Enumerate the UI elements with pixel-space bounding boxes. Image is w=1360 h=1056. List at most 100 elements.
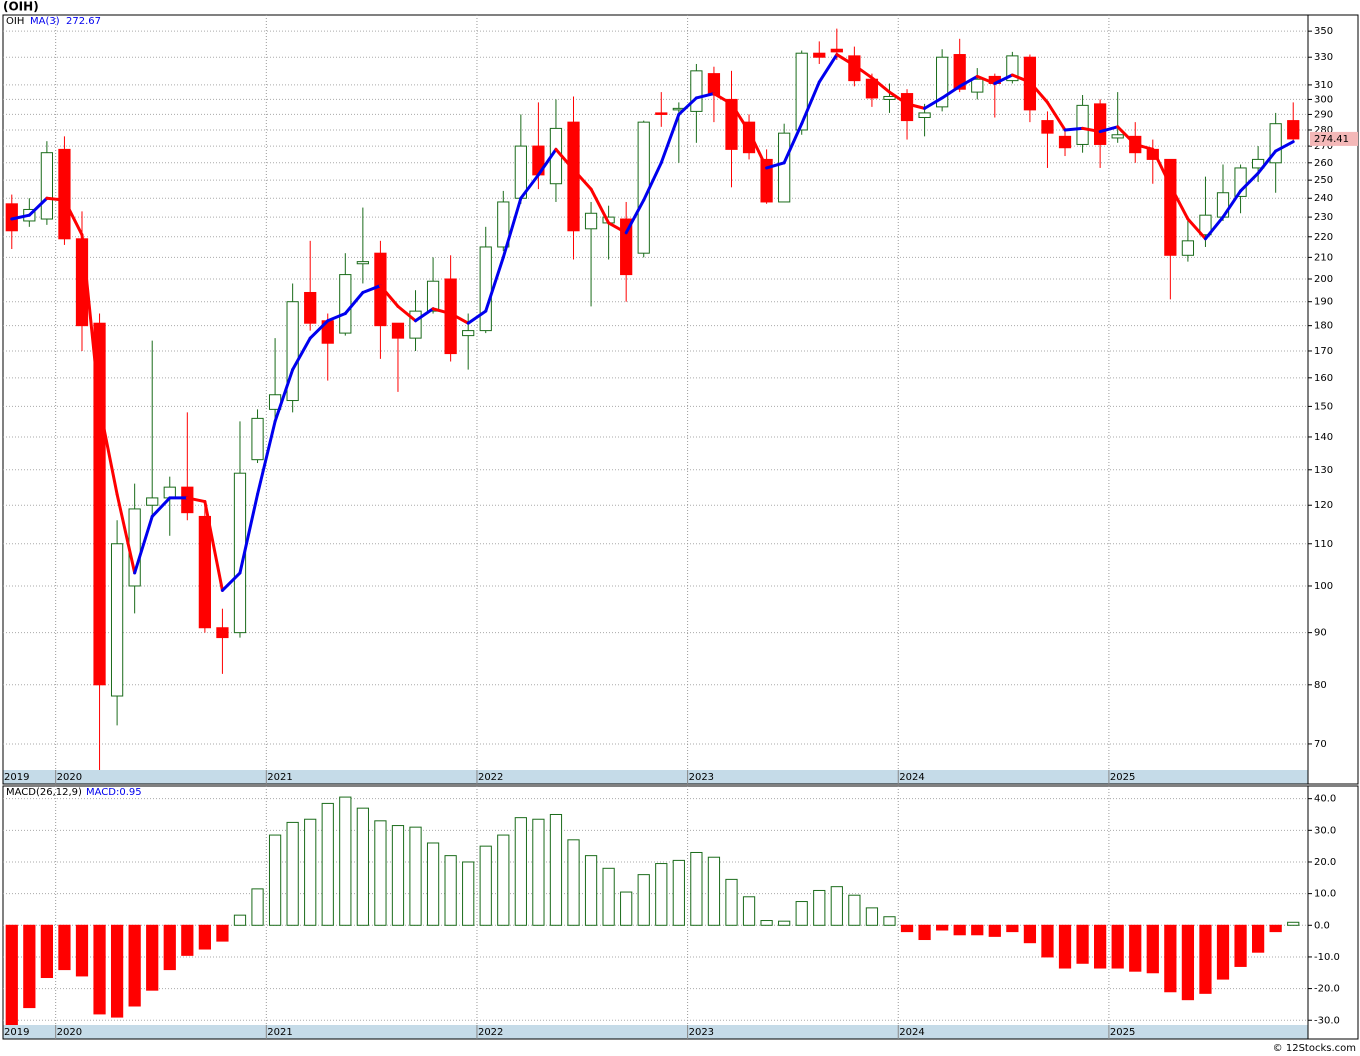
macd-bar [391,825,405,926]
candle-body [128,508,141,587]
candle-body [778,132,791,203]
ma-segment [273,368,295,423]
price-panel [2,14,1359,785]
y-tick-label: 240 [1314,193,1333,204]
macd-bar [865,907,879,926]
y-tick-label: 70 [1314,739,1327,750]
candle-body [391,322,405,339]
candle-body [1076,104,1089,145]
y-tick-label: -20.0 [1314,984,1340,995]
macd-bar [374,820,387,926]
x-tick-label: 2020 [57,1027,82,1038]
ma-segment [256,419,277,496]
y-tick-label: 40.0 [1314,794,1336,805]
price-plot [3,15,1308,770]
macd-bar [58,924,71,971]
candle-body [1006,55,1019,82]
candle-body [1234,167,1247,197]
ma-segment [10,213,31,221]
ma-segment [1151,147,1172,188]
macd-bar [356,807,369,926]
ma-segment [940,84,962,100]
ma-segment [852,63,874,80]
ma-segment [396,304,418,323]
ma-segment [501,196,523,259]
ma-segment [1221,189,1243,219]
y-tick-label: 210 [1314,252,1333,263]
year-band [3,1025,1308,1039]
y-tick-label: -10.0 [1314,952,1340,963]
x-tick-label: 2025 [1110,1027,1135,1038]
x-tick-label: 2023 [689,1027,714,1038]
y-tick-label: 200 [1314,274,1333,285]
ma-segment [607,221,628,235]
candle-body [1094,103,1107,145]
ma-segment [624,198,646,235]
ma-segment [782,122,804,165]
y-tick-label: 250 [1314,175,1333,186]
ma-segment [1063,126,1085,132]
candle-body [146,497,159,506]
ma-segment [554,147,576,172]
ma-segment [115,492,137,575]
y-tick-label: 20.0 [1314,857,1336,868]
ma-segment [449,312,470,325]
candle-body [163,486,176,499]
macd-bar [514,817,527,926]
candle-body [1287,120,1300,140]
y-tick-label: 0.0 [1314,920,1330,931]
y-tick-label: 220 [1314,232,1333,243]
ma-segment [27,196,49,217]
ma-segment [466,309,488,325]
ma-segment [238,492,260,575]
candle-body [830,48,843,53]
candle-body [1199,214,1212,236]
macd-bar [637,874,650,926]
y-tick-label: 350 [1314,26,1333,37]
macd-bar [1287,921,1300,926]
ma-segment [1186,217,1207,241]
candle-body [936,56,949,108]
ma-segment [1168,184,1190,221]
ma-segment [326,312,347,323]
candle-body [514,145,527,199]
legend-macd-value: MACD:0.95 [86,787,142,798]
ma-segment [343,290,365,316]
candle-body [918,112,931,119]
macd-bar [936,924,949,931]
candle-body [110,543,124,697]
legend-ma: MA(3) [30,16,60,27]
ma-segment [642,161,663,202]
macd-bar [813,889,826,926]
candle-body [479,246,492,332]
ma-segment [589,187,611,225]
candle-body [462,330,475,337]
macd-bar [532,818,545,926]
macd-bar [1146,924,1159,974]
y-tick-label: 190 [1314,297,1333,308]
price-tag [1310,131,1358,146]
macd-bar [918,924,931,941]
legend-ma-value: 272.67 [66,16,101,27]
ma-segment [923,96,944,110]
candle-body [1111,134,1124,139]
ma-segment [1274,140,1295,153]
macd-bar [1129,924,1142,972]
ma-segment [220,571,242,592]
candle-body [707,73,721,96]
chart-title: (OIH) [3,0,39,14]
ma-segment [414,307,435,323]
macd-bar [795,901,808,926]
y-tick-label: 130 [1314,465,1333,476]
macd-bar [181,924,194,956]
candle-body [690,70,703,112]
y-tick-label: 290 [1314,109,1333,120]
ma-segment [291,336,312,372]
y-tick-label: 180 [1314,321,1333,332]
macd-bar [233,914,247,926]
ma-segment [677,96,698,116]
macd-bar [725,878,738,926]
macd-bar [497,834,510,926]
ma-segment [1203,215,1225,241]
macd-bar [198,924,211,950]
